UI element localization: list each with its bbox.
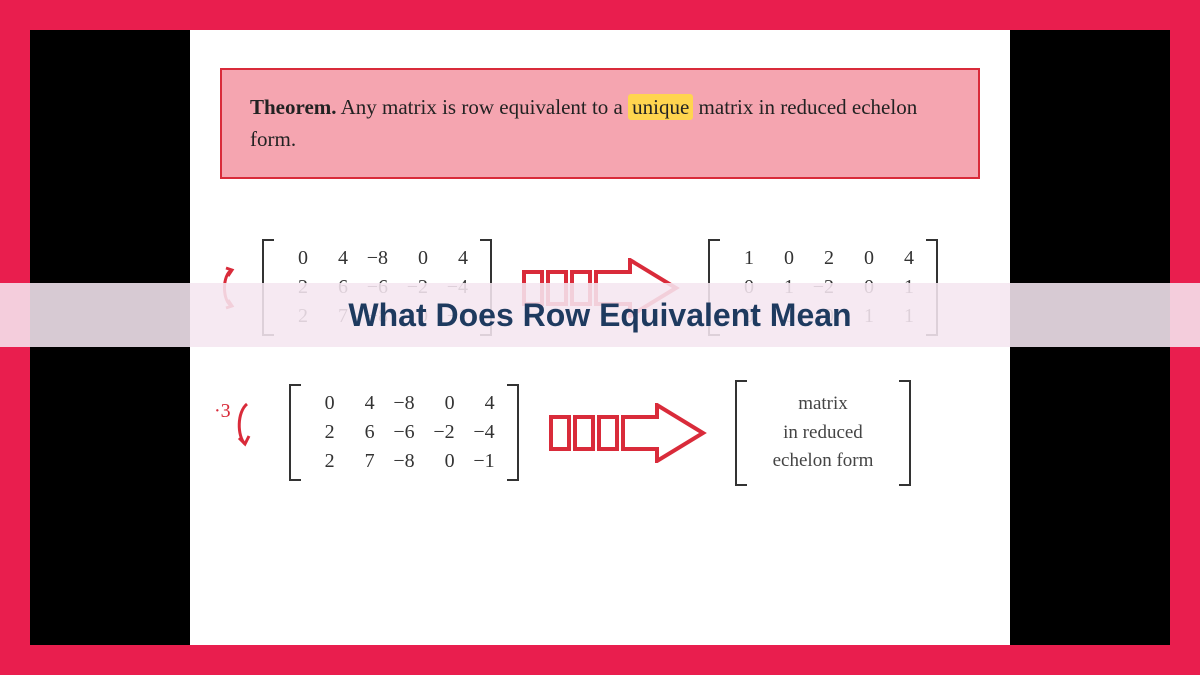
matrix-cell: −8 bbox=[393, 450, 415, 473]
matrix-cell: 1 bbox=[732, 247, 754, 270]
scalar-mult-icon: ·3 bbox=[214, 400, 253, 452]
matrix-cell: 4 bbox=[892, 247, 914, 270]
title-banner: What Does Row Equivalent Mean bbox=[0, 283, 1200, 347]
matrix-cell: −6 bbox=[393, 421, 415, 444]
matrix-cell: 4 bbox=[446, 247, 468, 270]
matrix-cell: 4 bbox=[353, 392, 375, 415]
matrix-cell: 2 bbox=[812, 247, 834, 270]
matrix-text-line: matrix bbox=[798, 390, 848, 419]
matrix-cell: 0 bbox=[313, 392, 335, 415]
matrix-cell: −1 bbox=[473, 450, 495, 473]
matrix-text-body: matrix in reduced echelon form bbox=[749, 380, 898, 486]
matrix-right-2-text: matrix in reduced echelon form bbox=[735, 380, 912, 486]
bracket-right-icon bbox=[505, 384, 519, 481]
matrix-cell: 4 bbox=[326, 247, 348, 270]
matrix-cell: −8 bbox=[393, 392, 415, 415]
bracket-right-icon bbox=[897, 380, 911, 486]
matrix-cell: 2 bbox=[313, 421, 335, 444]
matrix-cell: 4 bbox=[473, 392, 495, 415]
bracket-left-icon bbox=[289, 384, 303, 481]
matrix-cell: 0 bbox=[852, 247, 874, 270]
matrix-text-line: echelon form bbox=[773, 447, 874, 476]
theorem-text-before: Any matrix is row equivalent to a bbox=[341, 95, 629, 119]
page-title: What Does Row Equivalent Mean bbox=[348, 297, 851, 334]
matrix-cell: 0 bbox=[406, 247, 428, 270]
matrix-cell: 2 bbox=[313, 450, 335, 473]
matrix-cell: −8 bbox=[366, 247, 388, 270]
matrix-cell: 0 bbox=[286, 247, 308, 270]
transform-arrow-icon bbox=[547, 403, 707, 463]
matrix-cell: 7 bbox=[353, 450, 375, 473]
matrix-cell: −2 bbox=[433, 421, 455, 444]
matrix-cell: 0 bbox=[433, 392, 455, 415]
theorem-lead: Theorem. bbox=[250, 95, 337, 119]
matrix-body: 04−80426−6−2−427−80−1 bbox=[303, 384, 505, 481]
example-row-2: ·3 04−80426−6−2−427−80−1 bbox=[220, 380, 980, 486]
theorem-box: Theorem. Any matrix is row equivalent to… bbox=[220, 68, 980, 179]
matrix-cell: 0 bbox=[772, 247, 794, 270]
matrix-cell: −4 bbox=[473, 421, 495, 444]
bracket-left-icon bbox=[735, 380, 749, 486]
matrix-left-2: 04−80426−6−2−427−80−1 bbox=[289, 384, 519, 481]
matrix-cell: 6 bbox=[353, 421, 375, 444]
scalar-label: ·3 bbox=[214, 400, 231, 423]
matrix-text-line: in reduced bbox=[783, 419, 863, 448]
matrix-cell: 0 bbox=[433, 450, 455, 473]
theorem-highlight: unique bbox=[628, 94, 693, 120]
outer-border: Theorem. Any matrix is row equivalent to… bbox=[0, 0, 1200, 675]
